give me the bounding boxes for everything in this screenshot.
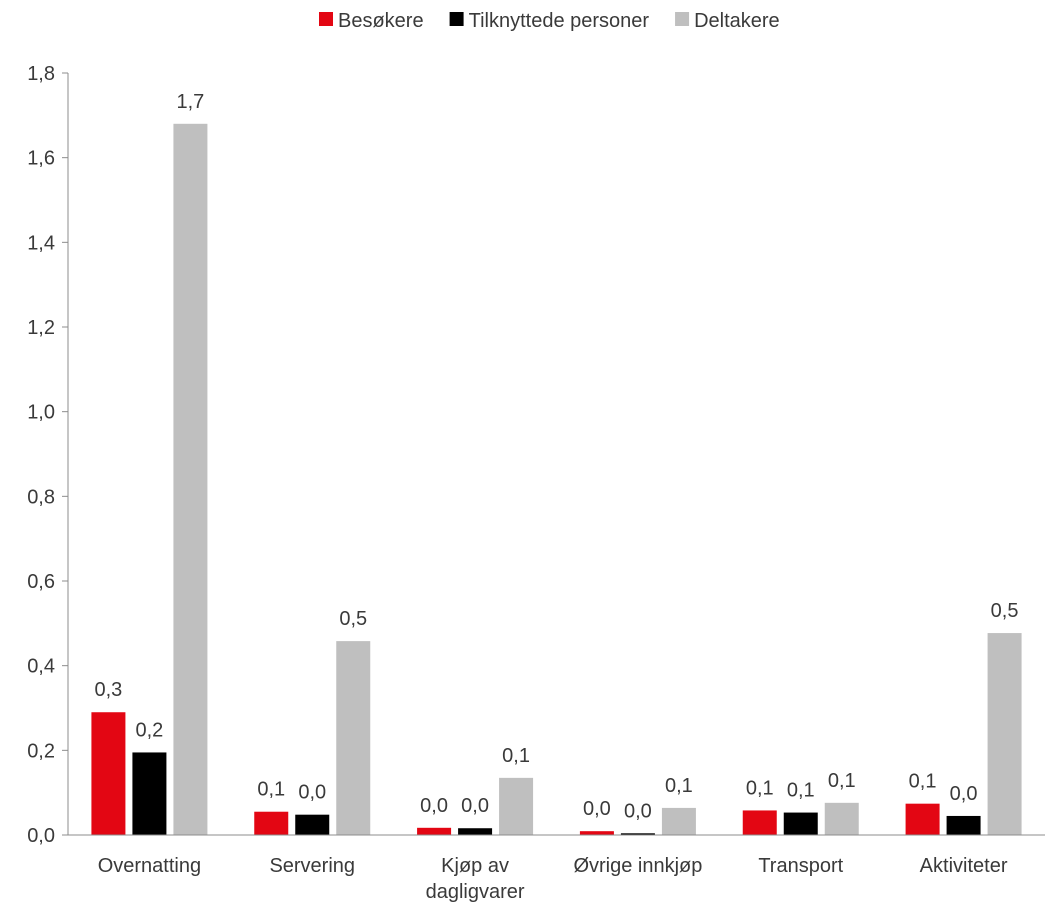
data-label: 0,5 [339,608,367,630]
data-label: 1,7 [177,91,205,113]
legend-swatch [449,12,464,26]
x-tick-label: Aktiviteter [920,855,1008,877]
legend-label: Deltakere [694,10,780,32]
data-label: 0,0 [583,798,611,820]
data-label: 0,0 [950,783,978,805]
x-tick-label: dagligvarer [426,881,525,903]
bar [742,810,777,835]
y-tick-label: 0,0 [27,825,55,847]
y-tick-label: 0,2 [27,740,55,762]
y-tick-label: 1,8 [27,63,55,85]
bar [946,815,981,835]
y-tick-label: 1,2 [27,317,55,339]
y-tick-label: 0,6 [27,571,55,593]
bar [132,752,167,835]
y-tick-label: 1,0 [27,402,55,424]
data-label: 0,1 [502,745,530,767]
bar [579,831,614,835]
data-label: 0,0 [420,795,448,817]
legend-label: Tilknyttede personer [469,10,650,32]
y-axis: 0,0 0,2 0,4 0,6 0,8 1,0 1,2 1,4 1,6 1,8 [27,63,69,847]
bar [905,803,940,835]
data-label: 0,5 [991,600,1019,622]
data-label: 0,1 [909,771,937,793]
bar [458,828,493,835]
bar [499,777,534,835]
data-label: 0,1 [665,775,693,797]
bar [295,814,330,835]
x-axis: Overnatting Servering Kjøp av dagligvarer Øv… [68,834,1045,903]
bar [173,123,208,836]
bar [824,802,859,835]
bars [91,123,1022,836]
x-tick-label: Kjøp av [441,855,509,877]
data-label: 0,0 [461,795,489,817]
x-tick-label: Servering [269,855,355,877]
y-tick-label: 1,4 [27,232,55,254]
bar [417,827,452,835]
bar [254,811,289,835]
x-tick-label: Transport [758,855,843,877]
y-tick-label: 0,8 [27,486,55,508]
data-label: 0,2 [136,719,164,741]
data-label: 0,1 [257,779,285,801]
legend: Besøkere Tilknyttede personer Deltakere [319,10,780,32]
bar [336,641,371,835]
data-label: 0,3 [95,679,123,701]
x-tick-label: Øvrige innkjøp [573,855,702,877]
data-label: 0,1 [746,777,774,799]
y-tick-label: 0,4 [27,656,55,678]
data-label: 0,0 [298,782,326,804]
legend-swatch [319,12,333,26]
x-tick-label: Overnatting [98,855,201,877]
bar [620,833,655,835]
data-label: 0,1 [787,780,815,802]
bar [987,633,1022,835]
legend-swatch [675,12,690,26]
bar [783,812,818,835]
legend-label: Besøkere [338,10,424,32]
data-label: 0,1 [828,770,856,792]
bar [661,807,696,835]
data-label: 0,0 [624,800,652,822]
data-labels: 0,3 0,2 1,7 0,1 0,0 0,5 0,0 0,0 0,1 0,0 0,0 0,1 0,1 0… [95,91,1019,823]
y-tick-label: 1,6 [27,148,55,170]
bar [91,712,126,835]
